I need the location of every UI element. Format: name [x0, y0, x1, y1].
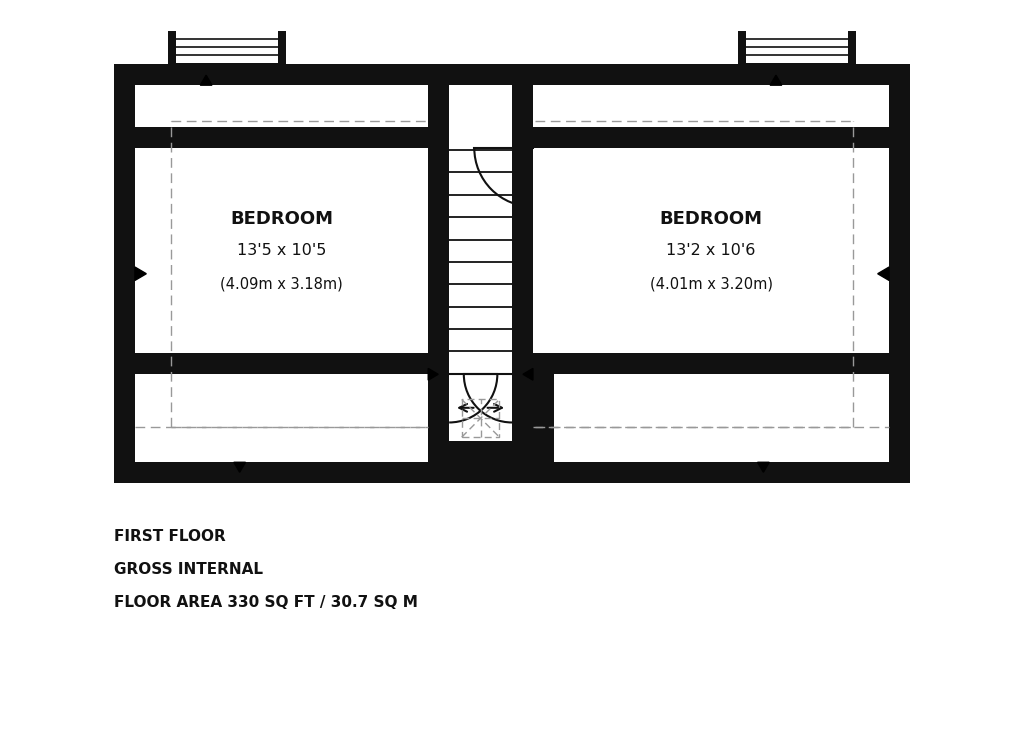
Polygon shape [758, 462, 769, 473]
Bar [428, 353, 450, 462]
Text: FLOOR AREA 330 SQ FT / 30.7 SQ M: FLOOR AREA 330 SQ FT / 30.7 SQ M [114, 595, 418, 609]
Polygon shape [770, 75, 782, 85]
Bar [114, 64, 910, 484]
Bar [532, 353, 889, 375]
Text: BEDROOM: BEDROOM [659, 210, 763, 228]
Bar [428, 353, 532, 462]
Bar [512, 353, 554, 375]
Text: 13'5 x 10'5: 13'5 x 10'5 [237, 243, 327, 258]
Polygon shape [523, 369, 532, 381]
Bar [738, 31, 856, 71]
Text: (4.09m x 3.18m): (4.09m x 3.18m) [220, 277, 343, 291]
Bar [889, 64, 910, 484]
Polygon shape [878, 267, 889, 280]
Text: GROSS INTERNAL: GROSS INTERNAL [114, 562, 263, 577]
Polygon shape [135, 267, 146, 280]
Bar [114, 462, 910, 484]
Bar [512, 85, 532, 353]
Bar [512, 148, 528, 160]
Bar [168, 31, 286, 71]
Bar [532, 353, 554, 462]
Polygon shape [201, 75, 212, 85]
Bar [745, 31, 848, 63]
Bar [135, 127, 428, 148]
Text: 13'2 x 10'6: 13'2 x 10'6 [667, 243, 756, 258]
Polygon shape [233, 462, 246, 473]
Bar [512, 353, 532, 462]
Polygon shape [428, 369, 438, 381]
Text: FIRST FLOOR: FIRST FLOOR [114, 529, 225, 545]
Text: BEDROOM: BEDROOM [230, 210, 333, 228]
Bar [512, 131, 532, 148]
Bar [114, 64, 910, 85]
Text: (4.01m x 3.20m): (4.01m x 3.20m) [649, 277, 772, 291]
Bar [428, 85, 450, 353]
Bar [176, 31, 279, 63]
Bar [114, 64, 135, 484]
Bar [532, 127, 889, 148]
Bar [135, 353, 428, 375]
Bar [428, 442, 532, 462]
